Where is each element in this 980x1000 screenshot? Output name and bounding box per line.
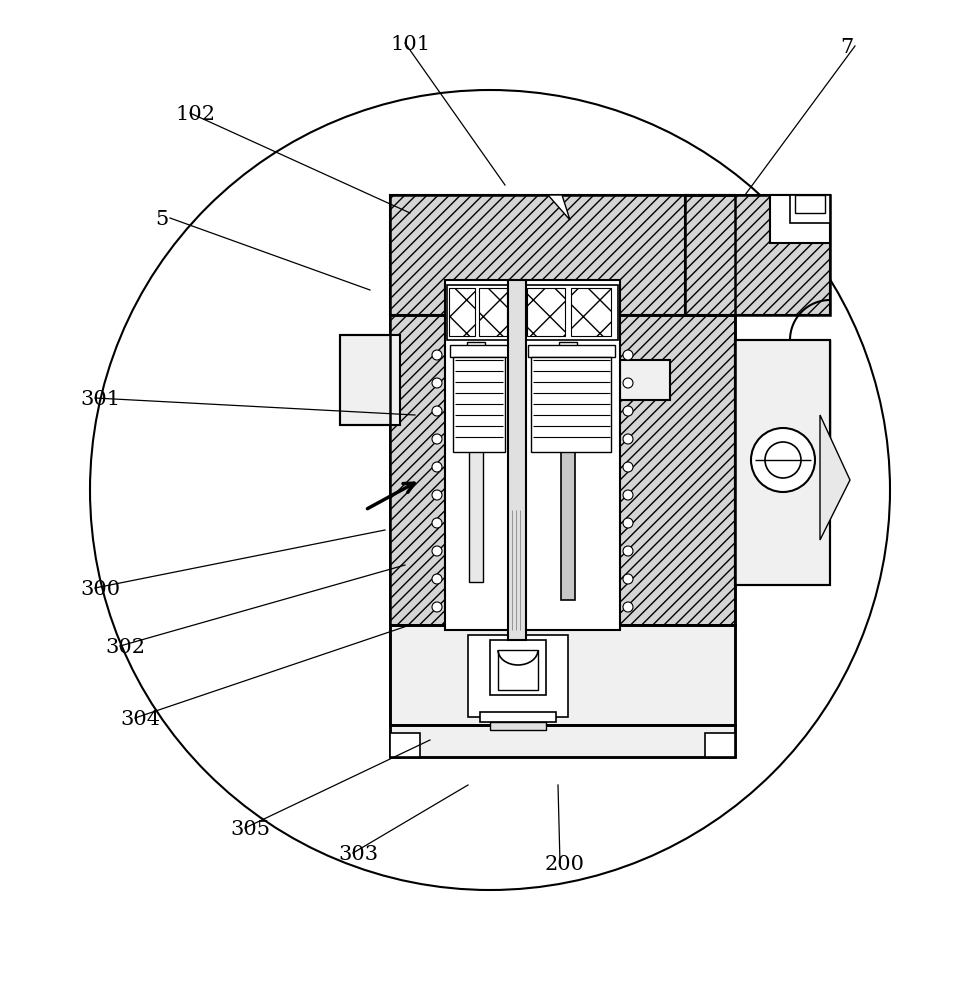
Text: 300: 300 <box>80 580 121 599</box>
Bar <box>498 650 538 690</box>
Text: 7: 7 <box>840 38 854 57</box>
Circle shape <box>432 546 442 556</box>
Bar <box>605 725 735 757</box>
Circle shape <box>623 574 633 584</box>
Bar <box>390 625 475 725</box>
Bar <box>508 280 526 640</box>
Circle shape <box>623 490 633 500</box>
Circle shape <box>432 574 442 584</box>
Bar <box>795 195 825 213</box>
Bar <box>490 640 546 695</box>
Bar <box>620 360 670 400</box>
Circle shape <box>432 406 442 416</box>
Bar <box>450 345 508 357</box>
Bar <box>390 725 735 757</box>
Bar <box>390 725 490 757</box>
Bar <box>531 357 611 452</box>
Circle shape <box>432 378 442 388</box>
Bar <box>453 357 505 452</box>
Circle shape <box>432 462 442 472</box>
Bar <box>390 195 735 315</box>
Bar <box>525 285 618 340</box>
Bar <box>340 335 400 425</box>
Text: 5: 5 <box>155 210 169 229</box>
Bar <box>735 340 830 460</box>
Bar <box>390 315 445 625</box>
Bar <box>561 350 575 600</box>
Circle shape <box>765 442 801 478</box>
Bar <box>735 340 830 585</box>
Circle shape <box>623 350 633 360</box>
Text: 200: 200 <box>545 855 585 874</box>
Bar <box>390 625 735 725</box>
Bar <box>468 635 568 717</box>
Bar <box>480 712 556 722</box>
Polygon shape <box>820 415 850 540</box>
Bar <box>447 285 511 340</box>
Bar <box>685 195 830 315</box>
Bar <box>390 725 735 757</box>
Circle shape <box>623 602 633 612</box>
Bar <box>528 345 615 357</box>
Bar <box>390 733 420 757</box>
Bar <box>559 342 577 350</box>
Bar <box>571 288 611 336</box>
Text: 302: 302 <box>105 638 145 657</box>
Text: 101: 101 <box>390 35 430 54</box>
Bar <box>735 340 830 585</box>
Bar <box>390 315 735 625</box>
Bar <box>790 195 830 223</box>
Bar <box>390 315 735 625</box>
Bar <box>390 625 735 725</box>
Bar <box>527 288 565 336</box>
Bar <box>445 280 513 630</box>
Circle shape <box>623 378 633 388</box>
Text: 102: 102 <box>175 105 215 124</box>
Circle shape <box>432 490 442 500</box>
Circle shape <box>432 350 442 360</box>
Bar <box>449 288 475 336</box>
Polygon shape <box>548 195 570 220</box>
Circle shape <box>432 434 442 444</box>
Bar <box>523 280 620 630</box>
Circle shape <box>623 406 633 416</box>
Text: 305: 305 <box>230 820 270 839</box>
Bar <box>685 195 830 315</box>
Text: 301: 301 <box>80 390 121 409</box>
Bar <box>705 733 735 757</box>
Bar <box>390 195 735 315</box>
Circle shape <box>751 428 815 492</box>
Bar <box>405 210 720 300</box>
Bar <box>467 342 485 352</box>
Bar <box>490 722 546 730</box>
Circle shape <box>432 518 442 528</box>
Bar <box>620 625 735 725</box>
Circle shape <box>623 462 633 472</box>
Text: 303: 303 <box>338 845 378 864</box>
Bar <box>620 315 735 625</box>
Bar <box>770 195 830 243</box>
Circle shape <box>623 518 633 528</box>
Circle shape <box>623 434 633 444</box>
Circle shape <box>432 602 442 612</box>
Circle shape <box>623 546 633 556</box>
Bar <box>469 352 483 582</box>
Bar <box>479 288 507 336</box>
Text: 304: 304 <box>120 710 160 729</box>
